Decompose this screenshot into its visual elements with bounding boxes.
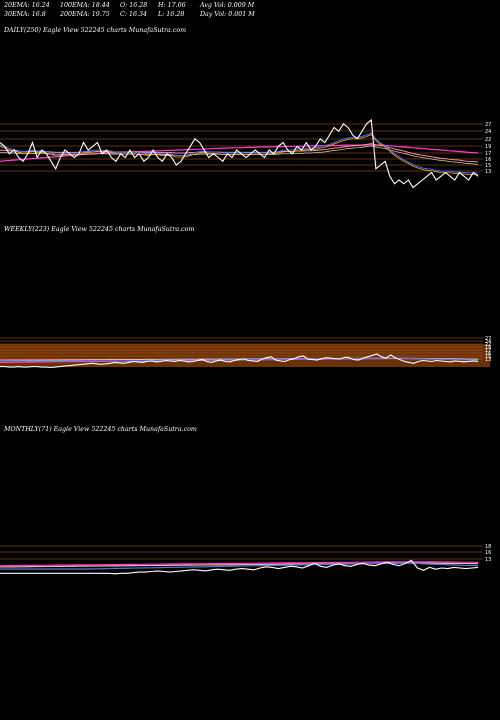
- weekly-panel-title: WEEKLY(223) Eagle View 522245 charts Mun…: [4, 226, 195, 233]
- close-value: C: 16.34: [120, 11, 147, 18]
- y-tick-label: 15: [485, 163, 491, 169]
- ema-long-line: [0, 144, 479, 162]
- ema200-value: 200EMA: 19.75: [60, 11, 110, 18]
- y-tick-label: 13: [485, 557, 491, 563]
- day-volume-value: Day Vol: 0.001 M: [200, 11, 255, 18]
- ema-orange-line: [0, 134, 478, 175]
- high-value: H: 17.06: [158, 2, 186, 9]
- stats-row-2: 30EMA: 16.8 200EMA: 19.75 C: 16.34 L: 16…: [4, 11, 496, 20]
- y-tick-label: 22: [485, 342, 491, 348]
- y-tick-label: 24: [485, 129, 491, 135]
- y-tick-label: 16: [485, 550, 491, 556]
- y-tick-label: 19: [485, 144, 491, 150]
- y-tick-label: 16: [485, 351, 491, 357]
- y-tick-label: 22: [485, 137, 491, 143]
- stats-row-1: 20EMA: 16.24 100EMA: 18.44 O: 16.28 H: 1…: [4, 2, 496, 11]
- y-tick-label: 24: [485, 339, 491, 345]
- ema-long-line: [0, 561, 478, 567]
- y-tick-label: 27: [485, 336, 491, 342]
- monthly-panel-title: MONTHLY(71) Eagle View 522245 charts Mun…: [4, 426, 197, 433]
- y-tick-label: 19: [485, 345, 491, 351]
- ema100-value: 100EMA: 18.44: [60, 2, 110, 9]
- price-line: [0, 118, 479, 189]
- ema-fast-line: [0, 562, 479, 570]
- y-tick-label: 17: [485, 348, 491, 354]
- daily-panel-title: DAILY(250) Eagle View 522245 charts Muna…: [4, 27, 187, 34]
- avg-volume-value: Avg Vol: 0.009 M: [200, 2, 255, 9]
- ema20-value: 20EMA: 16.24: [4, 2, 50, 9]
- y-tick-label: 27: [485, 122, 491, 128]
- stats-header: 20EMA: 16.24 100EMA: 18.44 O: 16.28 H: 1…: [4, 2, 496, 20]
- volume-band: [0, 344, 490, 367]
- price-line: [0, 353, 479, 369]
- y-tick-label: 17: [485, 151, 491, 157]
- y-tick-label: 15: [485, 354, 491, 360]
- y-tick-label: 18: [485, 544, 491, 550]
- ema30-value: 30EMA: 16.8: [4, 11, 46, 18]
- y-tick-label: 13: [485, 169, 491, 175]
- low-value: L: 16.28: [158, 11, 185, 18]
- y-tick-label: 16: [485, 157, 491, 163]
- price-line: [0, 559, 479, 575]
- y-tick-label: 13: [485, 357, 491, 363]
- open-value: O: 16.28: [120, 2, 148, 9]
